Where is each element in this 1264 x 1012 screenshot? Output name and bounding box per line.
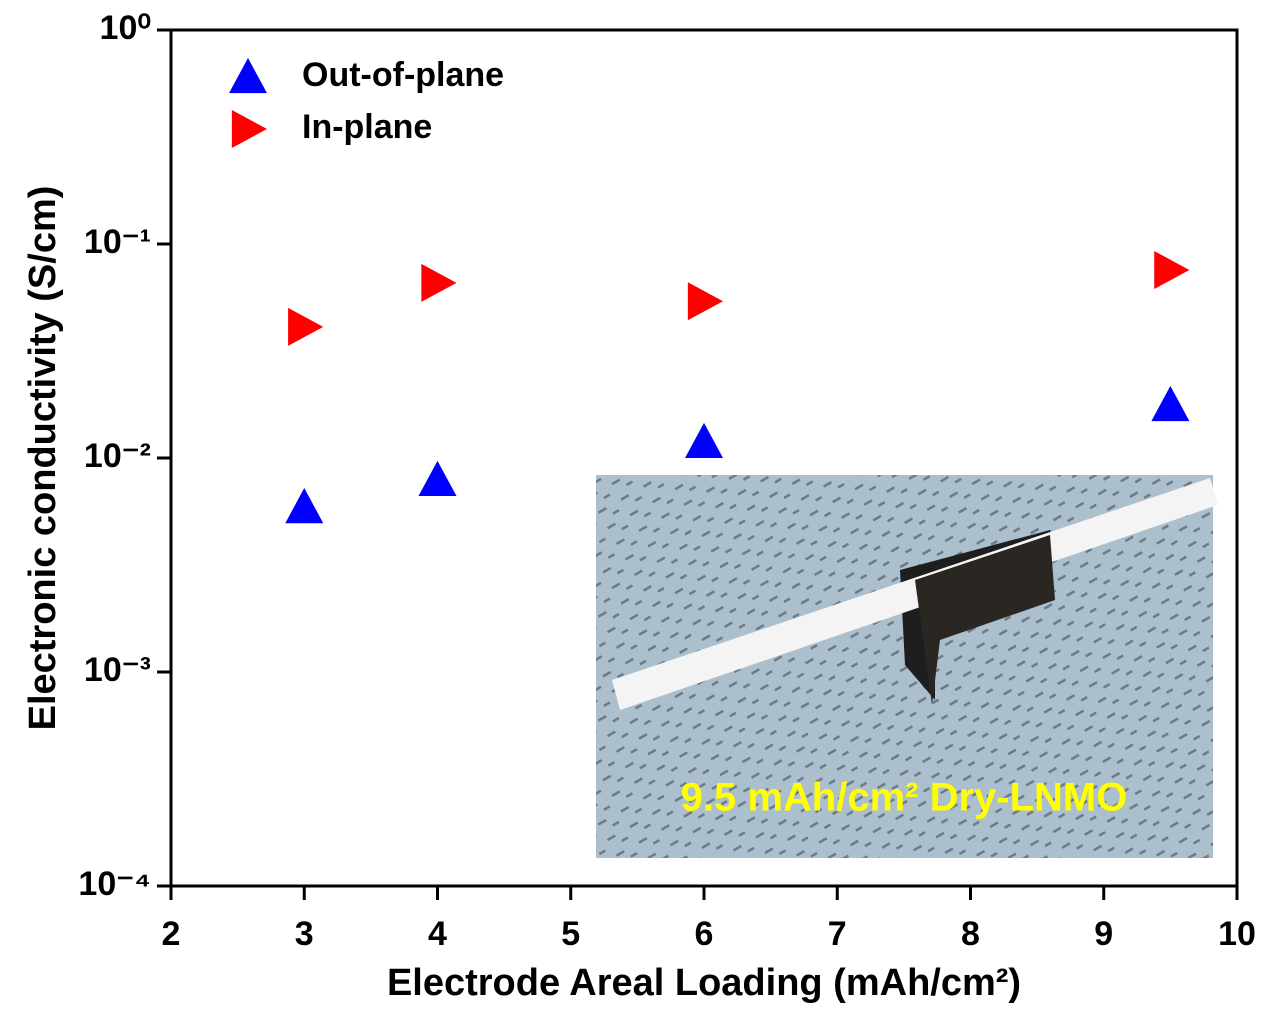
legend-label: Out-of-plane xyxy=(302,56,504,94)
x-tick-label: 2 xyxy=(162,915,181,953)
x-tick-label: 10 xyxy=(1218,915,1256,953)
y-tick-label: 10⁻² xyxy=(84,437,151,475)
x-tick-label: 5 xyxy=(561,915,580,953)
legend-marker xyxy=(232,110,267,148)
y-tick-label: 10⁻¹ xyxy=(84,223,151,261)
x-tick-label: 9 xyxy=(1094,915,1113,953)
x-tick-label: 7 xyxy=(828,915,847,953)
x-tick-label: 6 xyxy=(695,915,714,953)
marker xyxy=(688,282,723,320)
marker xyxy=(1154,251,1189,289)
marker xyxy=(1151,386,1189,421)
chart: 9.5 mAh/cm² Dry-LNMO Electrode Areal Loa… xyxy=(0,0,1264,1012)
marker xyxy=(288,308,323,346)
marker xyxy=(421,264,456,302)
annotation: 9.5 mAh/cm² Dry-LNMO xyxy=(681,776,1128,820)
x-tick-label: 3 xyxy=(295,915,314,953)
x-tick-label: 8 xyxy=(961,915,980,953)
x-axis-label: Electrode Areal Loading (mAh/cm²) xyxy=(387,962,1021,1004)
y-tick-label: 10⁰ xyxy=(100,9,151,47)
marker xyxy=(685,423,723,458)
legend-label: In-plane xyxy=(302,108,432,146)
y-tick-label: 10⁻³ xyxy=(84,651,151,689)
marker xyxy=(419,461,457,496)
x-tick-label: 4 xyxy=(428,915,447,953)
marker xyxy=(285,488,323,523)
y-axis-label: Electronic conductivity (S/cm) xyxy=(22,186,64,731)
legend-marker xyxy=(229,58,267,93)
y-tick-label: 10⁻⁴ xyxy=(78,865,151,903)
